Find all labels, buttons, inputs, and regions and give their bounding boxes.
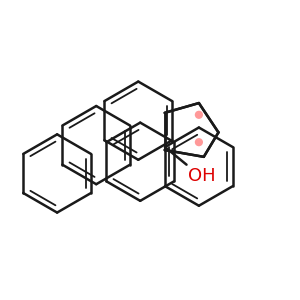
Text: OH: OH bbox=[188, 167, 216, 184]
Circle shape bbox=[195, 138, 203, 146]
Circle shape bbox=[195, 111, 203, 119]
